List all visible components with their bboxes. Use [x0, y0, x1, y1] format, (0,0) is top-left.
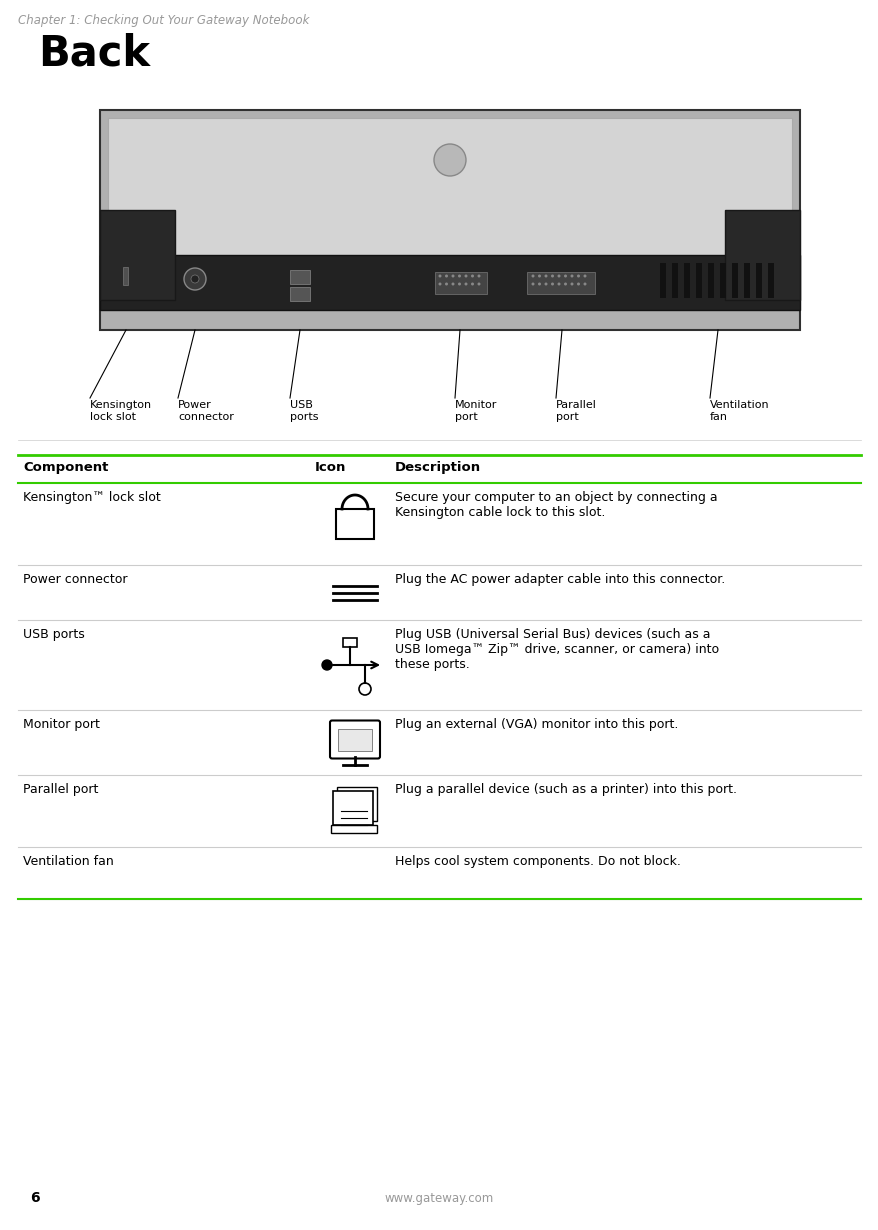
Text: Parallel port: Parallel port [23, 784, 98, 796]
Bar [290, 271, 310, 284]
Text: Back: Back [38, 32, 150, 74]
Text: USB
ports: USB ports [290, 400, 318, 422]
Bar [683, 263, 689, 298]
Bar [743, 263, 749, 298]
Text: Ventilation fan: Ventilation fan [23, 855, 113, 868]
Bar [100, 210, 175, 300]
Bar [767, 263, 774, 298]
Bar [342, 638, 356, 647]
Text: Monitor
port: Monitor port [455, 400, 497, 422]
Text: Icon: Icon [314, 461, 346, 474]
Bar [527, 272, 594, 294]
Circle shape [464, 274, 467, 278]
Circle shape [434, 144, 465, 176]
Circle shape [444, 283, 448, 285]
Text: Kensington™ lock slot: Kensington™ lock slot [23, 491, 161, 504]
Bar [336, 787, 377, 820]
Text: Plug the AC power adapter cable into this connector.: Plug the AC power adapter cable into thi… [394, 573, 724, 585]
Bar [331, 825, 377, 833]
Bar [333, 791, 372, 825]
Circle shape [583, 283, 586, 285]
Circle shape [537, 274, 540, 278]
Text: Plug an external (VGA) monitor into this port.: Plug an external (VGA) monitor into this… [394, 718, 678, 731]
Bar [123, 267, 128, 285]
Text: 6: 6 [30, 1191, 40, 1205]
Circle shape [471, 274, 473, 278]
Circle shape [191, 276, 198, 283]
Circle shape [471, 283, 473, 285]
Text: Kensington
lock slot: Kensington lock slot [90, 400, 152, 422]
Bar [672, 263, 677, 298]
Circle shape [438, 283, 441, 285]
Circle shape [537, 283, 540, 285]
Circle shape [543, 274, 547, 278]
Bar [719, 263, 725, 298]
Text: K: K [349, 514, 361, 529]
Bar [695, 263, 702, 298]
Bar [100, 255, 799, 310]
Circle shape [321, 661, 332, 670]
Circle shape [557, 283, 560, 285]
Circle shape [564, 283, 566, 285]
Circle shape [557, 274, 560, 278]
Circle shape [583, 274, 586, 278]
Circle shape [451, 274, 454, 278]
Bar [755, 263, 761, 298]
Circle shape [184, 268, 205, 290]
Bar [100, 109, 799, 330]
Circle shape [576, 283, 579, 285]
Text: Description: Description [394, 461, 480, 474]
Bar [659, 263, 666, 298]
Circle shape [551, 283, 553, 285]
Bar [338, 728, 371, 750]
Circle shape [531, 274, 534, 278]
Circle shape [564, 274, 566, 278]
Circle shape [457, 283, 460, 285]
Circle shape [444, 274, 448, 278]
Bar [731, 263, 738, 298]
Circle shape [457, 274, 460, 278]
Text: Chapter 1: Checking Out Your Gateway Notebook: Chapter 1: Checking Out Your Gateway Not… [18, 14, 309, 27]
Text: Component: Component [23, 461, 108, 474]
Bar [335, 509, 373, 539]
Circle shape [464, 283, 467, 285]
Circle shape [551, 274, 553, 278]
Text: Plug USB (Universal Serial Bus) devices (such as a
USB Iomega™ Zip™ drive, scann: Plug USB (Universal Serial Bus) devices … [394, 629, 718, 672]
Circle shape [543, 283, 547, 285]
Text: Plug a parallel device (such as a printer) into this port.: Plug a parallel device (such as a printe… [394, 784, 736, 796]
Text: USB ports: USB ports [23, 629, 84, 641]
Text: Ventilation
fan: Ventilation fan [709, 400, 769, 422]
Circle shape [477, 274, 480, 278]
Circle shape [576, 274, 579, 278]
Text: Helps cool system components. Do not block.: Helps cool system components. Do not blo… [394, 855, 680, 868]
Text: Parallel
port: Parallel port [556, 400, 596, 422]
Bar [290, 287, 310, 301]
Text: Power
connector: Power connector [178, 400, 234, 422]
FancyBboxPatch shape [329, 721, 379, 759]
Bar [724, 210, 799, 300]
Bar [707, 263, 713, 298]
Text: www.gateway.com: www.gateway.com [385, 1192, 493, 1205]
Bar [435, 272, 486, 294]
Text: Monitor port: Monitor port [23, 718, 100, 731]
Circle shape [570, 283, 572, 285]
Circle shape [570, 274, 572, 278]
Circle shape [531, 283, 534, 285]
Circle shape [451, 283, 454, 285]
Text: Secure your computer to an object by connecting a
Kensington cable lock to this : Secure your computer to an object by con… [394, 491, 716, 519]
Text: Power connector: Power connector [23, 573, 127, 585]
Circle shape [477, 283, 480, 285]
Bar [108, 118, 791, 258]
Circle shape [438, 274, 441, 278]
